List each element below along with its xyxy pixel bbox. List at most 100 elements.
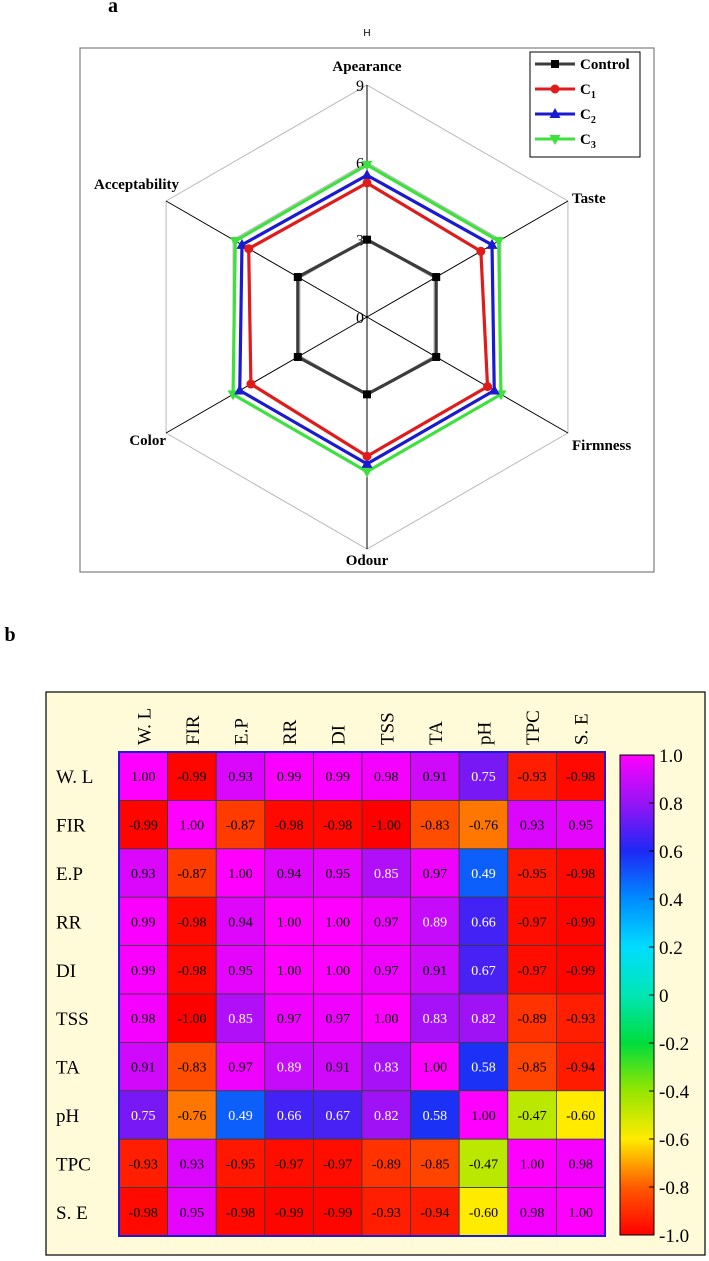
heatmap-cell-label: -0.98: [226, 1206, 255, 1221]
radar-tick-label: 9: [356, 78, 364, 95]
heatmap-row-label: TPC: [56, 1154, 91, 1175]
heatmap-cell: [118, 800, 168, 850]
heatmap-cell-label: -0.97: [518, 915, 547, 930]
heatmap-cell-label: 0.99: [131, 964, 156, 979]
radar-tick-label: 0: [356, 310, 364, 327]
heatmap-row-label: pH: [56, 1106, 80, 1127]
heatmap-cell-label: 0.75: [471, 770, 496, 785]
heatmap-cell-label: 0.85: [374, 867, 399, 882]
heatmap-cell: [264, 751, 314, 801]
heatmap-col-label: TA: [426, 721, 447, 745]
heatmap-cell-label: -0.97: [518, 964, 547, 979]
radar-frame: [79, 47, 655, 573]
heatmap-cell: [312, 848, 363, 898]
heatmap-cell-label: 0.49: [471, 867, 496, 882]
heatmap-cell-label: 0.58: [471, 1061, 496, 1076]
heatmap-cell-label: 0.85: [228, 1012, 253, 1027]
heatmap-cell-label: -0.95: [518, 867, 547, 882]
heatmap-cell-label: 0.89: [423, 915, 448, 930]
heatmap-cell-label: -0.47: [518, 1109, 547, 1124]
heatmap-cell: [507, 993, 557, 1043]
radar-point: [363, 235, 371, 244]
heatmap-cell: [215, 800, 266, 850]
heatmap-cell: [556, 800, 606, 850]
heatmap-cell: [264, 993, 314, 1043]
top-label: H: [363, 28, 370, 39]
heatmap-cell-label: -0.93: [129, 1157, 158, 1172]
heatmap-cell-label: -0.98: [129, 1206, 158, 1221]
heatmap-cell-label: 0.95: [325, 867, 350, 882]
radar-axis-label-3: Odour: [346, 553, 389, 569]
heatmap-cell-label: -0.98: [566, 770, 595, 785]
heatmap-cell: [507, 1042, 557, 1092]
heatmap-cell: [167, 800, 217, 850]
heatmap-cell-label: 0.82: [471, 1012, 496, 1027]
heatmap-cell-label: 0.93: [520, 819, 545, 834]
heatmap-cell: [556, 1187, 606, 1237]
heatmap-cell: [215, 1187, 266, 1237]
heatmap-cell: [215, 751, 266, 801]
heatmap-cell-label: 0.98: [374, 770, 399, 785]
radar-axis-line: [366, 316, 569, 434]
heatmap-col-label: FIR: [183, 715, 204, 745]
heatmap-cell-label: -0.76: [469, 819, 498, 834]
heatmap-cell-label: 0.83: [423, 1012, 448, 1027]
heatmap-cell: [507, 896, 557, 947]
heatmap-cell-label: 0.49: [228, 1109, 253, 1124]
heatmap-cell-label: -0.97: [275, 1157, 304, 1172]
heatmap-cell-label: 0.99: [131, 915, 156, 930]
heatmap-cell-label: 1.00: [131, 770, 156, 785]
heatmap-cell-label: 0.93: [228, 770, 253, 785]
radar-axis-line: [366, 200, 569, 318]
heatmap-cell-label: 0.99: [277, 770, 302, 785]
radar-point: [432, 352, 441, 361]
colorbar-tick-label: 1.0: [659, 746, 683, 767]
heatmap-cell-label: 0.97: [228, 1061, 253, 1076]
heatmap-cell: [167, 993, 217, 1043]
heatmap-cell-label: -0.99: [323, 1206, 352, 1221]
heatmap-grid-border: [118, 751, 606, 1237]
heatmap-cell-label: 1.00: [471, 1109, 496, 1124]
heatmap-cell: [361, 848, 411, 898]
heatmap-cell: [167, 848, 217, 898]
heatmap-cell-label: 0.98: [131, 1012, 156, 1027]
heatmap-cell: [312, 945, 363, 995]
legend-marker-1: [550, 84, 560, 94]
legend-name: C: [580, 82, 591, 98]
heatmap-cell-label: -0.76: [177, 1109, 206, 1124]
heatmap-row-label: S. E: [56, 1203, 88, 1224]
heatmap-cell-label: 0.82: [374, 1109, 399, 1124]
heatmap-cell-label: 1.00: [277, 915, 302, 930]
heatmap-cell-label: -0.87: [226, 819, 255, 834]
radar-point: [361, 169, 373, 180]
radar-point: [293, 352, 302, 361]
heatmap-cell-label: -0.99: [566, 964, 595, 979]
heatmap-cell-label: 0.67: [471, 964, 496, 979]
radar-chart-panel: a H 0 3 6 9 Apearance Taste Firmness Odour Color Ac…: [79, 0, 655, 573]
heatmap-cell: [167, 1138, 217, 1188]
radar-point: [229, 236, 241, 247]
heatmap-cell-label: 1.00: [228, 867, 253, 882]
heatmap-cell-label: 0.99: [325, 770, 350, 785]
radar-series-2: [234, 169, 500, 468]
colorbar: [619, 754, 655, 1236]
heatmap-cell-label: -0.83: [420, 819, 449, 834]
heatmap-col-label: RR: [280, 719, 301, 745]
heatmap-cell-label: -0.99: [129, 819, 158, 834]
legend-marker-0: [551, 60, 559, 68]
heatmap-cell-label: 0.91: [131, 1061, 156, 1076]
heatmap-cell: [556, 1090, 606, 1140]
heatmap-cell-label: -1.00: [372, 819, 401, 834]
heatmap-cell: [507, 1138, 557, 1188]
heatmap-cell: [410, 896, 460, 947]
legend-marker-3: [549, 135, 561, 145]
heatmap-cell-label: 0.97: [423, 867, 448, 882]
heatmap-cell-label: 0.91: [423, 964, 448, 979]
heatmap-cell-label: 0.98: [520, 1206, 545, 1221]
radar-point: [486, 238, 498, 249]
heatmap-cell: [410, 945, 460, 995]
heatmap-cell: [264, 848, 314, 898]
heatmap-cell-label: -0.98: [177, 964, 206, 979]
heatmap-cell-label: 0.95: [228, 964, 253, 979]
